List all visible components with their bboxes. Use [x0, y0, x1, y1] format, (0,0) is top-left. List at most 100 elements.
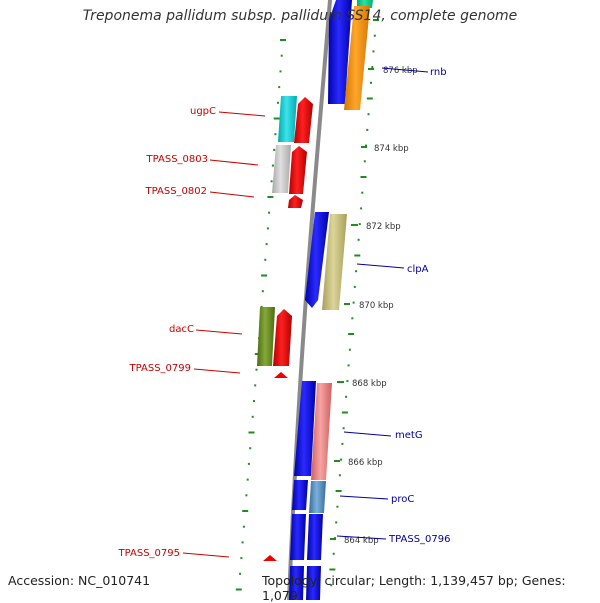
inner-tick-dot — [241, 541, 244, 544]
outer-tick-dot — [329, 568, 336, 571]
gene-clpA — [322, 214, 347, 310]
outer-tick-dot — [348, 333, 355, 335]
gene-TPASS_0796 — [307, 514, 323, 560]
tick-label-866: 866 kbp — [348, 458, 383, 468]
gene-label-TPASS_0799: TPASS_0799 — [129, 363, 191, 374]
outer-tick-dot — [336, 505, 339, 508]
outer-tick-dot — [360, 176, 367, 178]
inner-tick-dot — [280, 54, 283, 57]
forward-strand-genes — [289, 0, 373, 600]
kbp-ticks — [330, 68, 374, 540]
gene-TPASS_0795 — [263, 555, 277, 561]
outer-tick-dot — [367, 113, 370, 116]
gene-label-ugpC: ugpC — [190, 106, 216, 117]
inner-tick-dot — [277, 101, 279, 104]
outer-tick-dot — [342, 427, 345, 430]
inner-tick-dot — [246, 478, 249, 481]
gene-red-0803 — [289, 146, 307, 194]
tick-label-864: 864 kbp — [344, 536, 379, 546]
inner-tick-dot — [267, 196, 274, 198]
inner-tick-dot — [261, 274, 268, 277]
inner-tick-dot — [265, 243, 268, 246]
inner-tick-dot — [278, 86, 281, 89]
outer-tick-dot — [348, 348, 351, 351]
tick-label-872: 872 kbp — [366, 222, 401, 232]
outer-tick-dot — [371, 66, 374, 69]
inner-tick-dot — [273, 117, 280, 120]
inner-tick-dot — [253, 400, 255, 403]
outer-tick-dot — [372, 50, 375, 53]
gene-ugpC — [278, 96, 297, 142]
outer-tick-dot — [365, 144, 367, 147]
outer-tick-dot — [330, 584, 333, 587]
kbp-tick-labels: 876 kbp 874 kbp 872 kbp 870 kbp 868 kbp … — [344, 66, 418, 546]
inner-tick-dot — [242, 525, 245, 528]
tick-label-874: 874 kbp — [374, 144, 409, 154]
outer-tick-dot — [366, 128, 369, 131]
outer-tick-dot — [347, 364, 350, 367]
inner-tick-dot — [280, 39, 286, 41]
outer-tick-dot — [370, 81, 372, 84]
outer-tick-dot — [360, 207, 363, 210]
tick-label-876: 876 kbp — [383, 66, 418, 76]
inner-tick-dot — [240, 557, 243, 560]
gene-TPASS_0799 — [274, 372, 288, 378]
outer-tick-dot — [357, 238, 360, 241]
inner-tick-dot — [268, 211, 271, 214]
gene-blue-863a — [289, 566, 304, 600]
outer-tick-dot — [335, 521, 338, 524]
outer-tick-dots — [329, 19, 379, 587]
gene-label-metG: metG — [395, 430, 423, 441]
outer-tick-dot — [358, 223, 361, 226]
genome-title: Treponema pallidum subsp. pallidum SS14,… — [82, 8, 518, 24]
gene-TPASS_0803 — [272, 145, 291, 193]
right-label-leaders — [336, 67, 429, 540]
genome-summary-text: Topology: circular; Length: 1,139,457 bp… — [262, 573, 566, 603]
outer-tick-dot — [353, 285, 356, 288]
inner-tick-dot — [239, 572, 242, 575]
inner-tick-dot — [245, 494, 248, 497]
right-gene-labels: rnb clpA metG proC TPASS_0796 — [388, 67, 450, 545]
gene-blue-865 — [292, 480, 308, 510]
gene-red-ugpC — [294, 97, 313, 143]
gene-TPASS_0802 — [288, 195, 303, 208]
outer-tick-dot — [373, 34, 376, 37]
outer-tick-dot — [355, 270, 358, 273]
inner-tick-dot — [274, 133, 277, 136]
inner-tick-dot — [260, 305, 263, 308]
outer-tick-dot — [341, 411, 348, 414]
gene-top-blue — [328, 0, 352, 104]
inner-tick-dot — [249, 447, 252, 450]
inner-tick-dot — [264, 258, 267, 261]
gene-label-proC: proC — [391, 494, 414, 505]
outer-tick-dot — [351, 317, 354, 320]
inner-tick-dot — [271, 164, 274, 167]
inner-tick-dot — [266, 227, 269, 230]
gene-metG — [311, 383, 332, 480]
inner-tick-dot — [251, 415, 254, 418]
gene-dacC — [257, 307, 275, 366]
left-gene-labels: ugpC TPASS_0803 TPASS_0802 dacC TPASS_07… — [118, 106, 217, 559]
gene-blue-866 — [294, 381, 316, 476]
inner-tick-dot — [261, 290, 264, 293]
gene-red-dacC — [273, 309, 292, 366]
left-label-leaders — [182, 111, 266, 558]
tick-label-868: 868 kbp — [352, 379, 387, 389]
outer-tick-dot — [354, 254, 361, 257]
inner-tick-dot — [255, 368, 258, 371]
gene-label-TPASS_0795: TPASS_0795 — [118, 548, 180, 559]
outer-tick-dot — [346, 380, 349, 383]
accession-text: Accession: NC_010741 — [8, 573, 151, 588]
gene-blue-864a — [290, 514, 306, 560]
reverse-strand-genes — [257, 96, 313, 561]
gene-proC — [309, 481, 326, 513]
tick-label-870: 870 kbp — [359, 301, 394, 311]
gene-label-dacC: dacC — [169, 324, 194, 335]
outer-tick-dot — [341, 442, 344, 445]
inner-tick-dot — [248, 431, 255, 434]
outer-tick-dot — [361, 191, 364, 194]
inner-tick-dot — [279, 70, 282, 73]
outer-tick-dot — [373, 19, 379, 21]
outer-tick-dot — [340, 458, 343, 461]
gene-blue-863b — [306, 566, 321, 600]
